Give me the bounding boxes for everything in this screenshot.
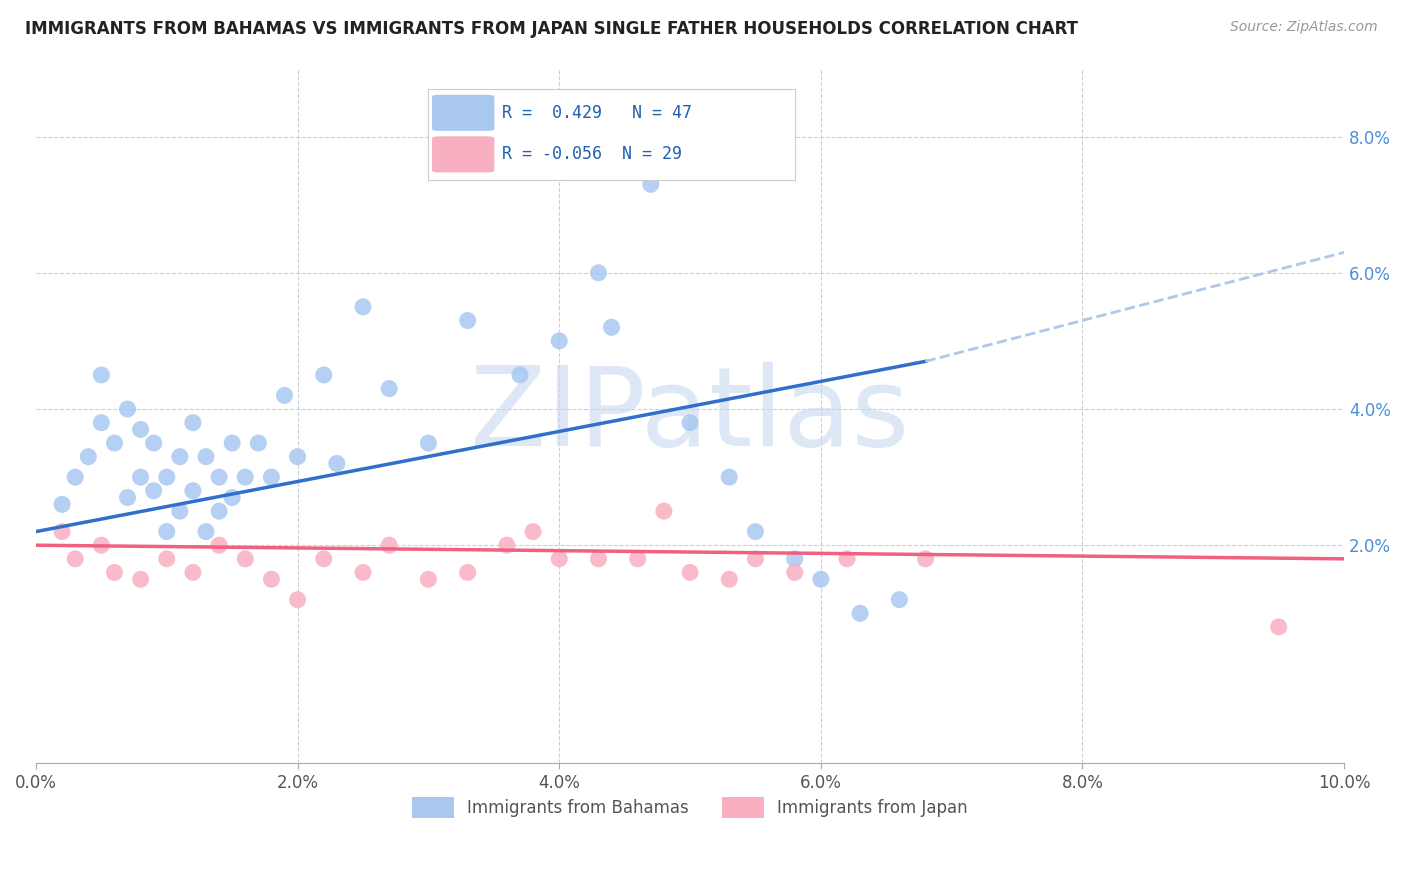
Point xyxy=(548,551,571,566)
Point xyxy=(457,566,479,580)
Point xyxy=(849,607,872,621)
Point xyxy=(496,538,519,552)
Point xyxy=(142,436,165,450)
Point xyxy=(117,402,139,417)
Point xyxy=(418,572,440,586)
Point xyxy=(129,470,152,484)
Point xyxy=(208,538,231,552)
Point xyxy=(169,504,191,518)
Point xyxy=(51,524,73,539)
Point xyxy=(103,436,125,450)
Point xyxy=(652,504,675,518)
Point xyxy=(457,313,479,327)
Point xyxy=(51,497,73,511)
Point xyxy=(208,504,231,518)
Point xyxy=(378,382,401,396)
Point xyxy=(418,436,440,450)
Point xyxy=(247,436,270,450)
Point xyxy=(352,566,374,580)
Point xyxy=(914,551,936,566)
Text: IMMIGRANTS FROM BAHAMAS VS IMMIGRANTS FROM JAPAN SINGLE FATHER HOUSEHOLDS CORREL: IMMIGRANTS FROM BAHAMAS VS IMMIGRANTS FR… xyxy=(25,20,1078,37)
Point xyxy=(744,524,766,539)
Point xyxy=(181,566,204,580)
Point xyxy=(718,572,741,586)
Point xyxy=(548,334,571,348)
Point xyxy=(352,300,374,314)
Point xyxy=(273,388,295,402)
Point xyxy=(195,524,218,539)
Point xyxy=(287,450,309,464)
Point xyxy=(1267,620,1289,634)
Point xyxy=(679,416,702,430)
Point xyxy=(181,483,204,498)
Point xyxy=(142,483,165,498)
Point xyxy=(195,450,218,464)
Point xyxy=(640,178,662,192)
Point xyxy=(156,524,179,539)
Point xyxy=(378,538,401,552)
Point xyxy=(287,592,309,607)
Point xyxy=(679,566,702,580)
Point xyxy=(718,470,741,484)
Point xyxy=(103,566,125,580)
Point xyxy=(783,551,806,566)
Point xyxy=(810,572,832,586)
Point xyxy=(783,566,806,580)
Point xyxy=(117,491,139,505)
Point xyxy=(181,416,204,430)
Point xyxy=(208,470,231,484)
Point xyxy=(221,436,243,450)
Text: ZIPatlas: ZIPatlas xyxy=(471,362,910,469)
Point xyxy=(509,368,531,382)
Point xyxy=(326,457,349,471)
Point xyxy=(600,320,623,334)
Point xyxy=(221,491,243,505)
Point xyxy=(588,551,610,566)
Text: Source: ZipAtlas.com: Source: ZipAtlas.com xyxy=(1230,20,1378,34)
Point xyxy=(77,450,100,464)
Point xyxy=(129,572,152,586)
Point xyxy=(522,524,544,539)
Point xyxy=(169,450,191,464)
Point xyxy=(312,551,335,566)
Point xyxy=(744,551,766,566)
Point xyxy=(90,416,112,430)
Point xyxy=(588,266,610,280)
Point xyxy=(835,551,858,566)
Point xyxy=(627,551,650,566)
Legend: Immigrants from Bahamas, Immigrants from Japan: Immigrants from Bahamas, Immigrants from… xyxy=(405,790,974,824)
Point xyxy=(63,470,86,484)
Point xyxy=(156,551,179,566)
Point xyxy=(90,368,112,382)
Point xyxy=(889,592,911,607)
Point xyxy=(156,470,179,484)
Point xyxy=(90,538,112,552)
Point xyxy=(260,572,283,586)
Point xyxy=(312,368,335,382)
Point xyxy=(63,551,86,566)
Point xyxy=(233,470,256,484)
Point xyxy=(233,551,256,566)
Point xyxy=(129,422,152,436)
Point xyxy=(260,470,283,484)
